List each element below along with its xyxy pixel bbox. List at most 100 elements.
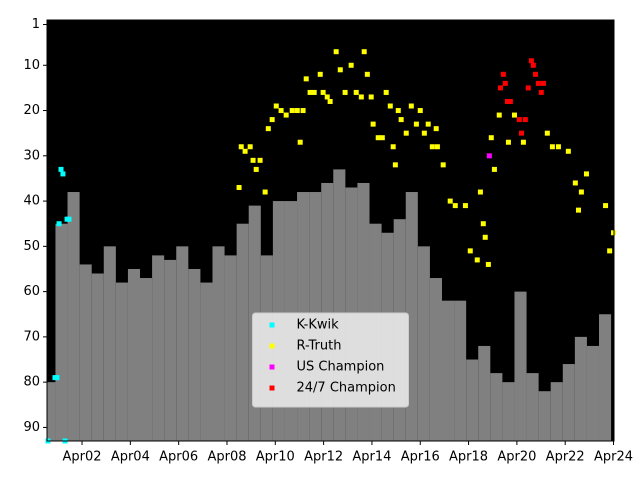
- marker: [242, 148, 248, 154]
- marker: [452, 203, 458, 209]
- marker: [522, 117, 528, 123]
- bar: [441, 300, 455, 441]
- marker: [575, 207, 581, 213]
- marker: [317, 71, 323, 77]
- legend-label: R-Truth: [297, 339, 342, 354]
- bar: [502, 382, 515, 441]
- marker: [417, 108, 423, 114]
- marker: [447, 198, 453, 204]
- marker: [257, 157, 263, 163]
- marker: [289, 108, 295, 114]
- x-tick-label: Apr18: [449, 450, 488, 465]
- marker: [516, 117, 522, 123]
- marker: [379, 135, 385, 141]
- x-tick-label: Apr06: [159, 450, 198, 465]
- marker: [429, 144, 435, 150]
- marker: [307, 89, 313, 95]
- marker: [390, 144, 396, 150]
- marker: [544, 130, 550, 136]
- marker: [278, 108, 284, 114]
- bar: [574, 336, 587, 441]
- x-tick-label: Apr04: [111, 450, 150, 465]
- marker: [398, 117, 404, 123]
- bar: [599, 314, 612, 441]
- marker: [300, 108, 306, 114]
- x-tick-label: Apr08: [207, 450, 246, 465]
- legend-marker: [269, 322, 275, 328]
- y-tick-label: 70: [23, 329, 40, 344]
- bar: [152, 255, 165, 441]
- marker: [504, 98, 510, 104]
- marker: [607, 248, 613, 254]
- marker: [265, 126, 271, 132]
- bar: [514, 291, 527, 441]
- marker: [467, 248, 473, 254]
- bar: [55, 223, 68, 441]
- marker: [353, 89, 359, 95]
- marker: [525, 85, 531, 91]
- marker: [440, 162, 446, 168]
- x-tick-label: Apr12: [304, 450, 343, 465]
- marker: [482, 234, 488, 240]
- x-tick-label: Apr16: [401, 450, 440, 465]
- bar: [115, 282, 128, 441]
- marker: [538, 89, 544, 95]
- bar: [586, 345, 600, 441]
- legend-label: K-Kwik: [297, 318, 340, 333]
- x-tick-label: Apr14: [352, 450, 391, 465]
- marker: [392, 162, 398, 168]
- marker: [60, 171, 66, 177]
- marker: [511, 112, 517, 118]
- marker: [66, 216, 72, 222]
- x-tick-label: Apr02: [63, 450, 102, 465]
- marker: [555, 144, 561, 150]
- marker: [518, 130, 524, 136]
- marker: [403, 130, 409, 136]
- marker: [408, 103, 414, 109]
- plot-frame: [46, 19, 615, 442]
- x-tick-label: Apr20: [497, 450, 536, 465]
- marker: [502, 80, 508, 86]
- bar: [236, 223, 249, 441]
- marker: [368, 94, 374, 100]
- marker: [603, 203, 609, 209]
- bar: [466, 359, 479, 441]
- y-tick-label: 60: [23, 284, 40, 299]
- marker: [491, 166, 497, 172]
- legend-box: [252, 312, 409, 408]
- bar: [526, 373, 539, 441]
- y-tick-label: 90: [23, 420, 40, 435]
- y-tick-label: 10: [23, 58, 40, 73]
- marker: [480, 221, 486, 227]
- marker: [283, 112, 289, 118]
- legend: K-Kwik R-Truth US Champion 24/7 Champion: [252, 312, 409, 408]
- marker: [337, 67, 343, 73]
- marker: [54, 375, 60, 381]
- marker: [269, 117, 275, 123]
- marker: [565, 148, 571, 154]
- bar: [127, 268, 141, 441]
- bar: [47, 382, 56, 441]
- bar: [79, 264, 92, 441]
- marker: [58, 166, 64, 172]
- marker: [324, 94, 330, 100]
- marker: [497, 85, 503, 91]
- marker: [485, 261, 491, 267]
- marker: [477, 189, 483, 195]
- marker: [425, 121, 431, 127]
- marker: [421, 130, 427, 136]
- bar: [212, 246, 225, 441]
- bar: [429, 278, 442, 441]
- marker: [505, 139, 511, 145]
- bar: [103, 246, 116, 441]
- marker: [488, 135, 494, 141]
- legend-label: US Champion: [297, 360, 385, 375]
- x-tick-label: Apr22: [546, 450, 585, 465]
- marker: [572, 180, 578, 186]
- marker: [303, 76, 309, 82]
- marker: [56, 221, 62, 227]
- marker: [500, 71, 506, 77]
- bar: [538, 391, 551, 441]
- legend-marker: [269, 343, 275, 349]
